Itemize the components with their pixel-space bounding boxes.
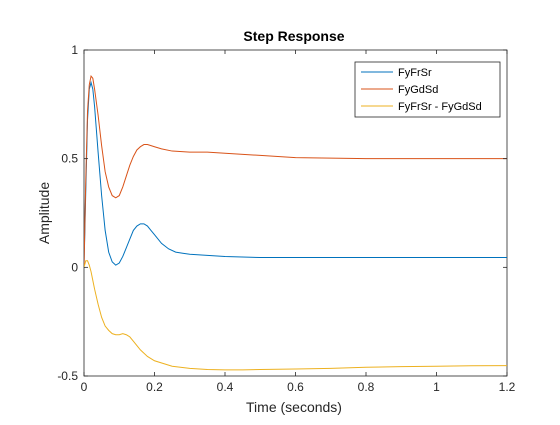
x-tick-label: 0.8 (358, 380, 375, 394)
legend-label-1: FyGdSd (398, 84, 438, 96)
x-tick-label: 0.4 (217, 380, 234, 394)
series-line-1 (84, 74, 507, 268)
legend: FyFrSr FyGdSd FyFrSr - FyGdSd (354, 61, 501, 118)
x-tick-label: 1 (433, 380, 440, 394)
legend-label-0: FyFrSr (398, 67, 432, 79)
series-line-0 (84, 80, 507, 268)
x-tick-label: 0.2 (146, 380, 163, 394)
y-axis-label: Amplitude (36, 182, 52, 244)
legend-label-2: FyFrSr - FyGdSd (398, 101, 482, 113)
y-tick-label: -0.5 (57, 369, 78, 383)
y-tick-label: 0 (71, 260, 78, 274)
chart-title: Step Response (243, 28, 344, 44)
x-tick-label: 0 (81, 380, 88, 394)
y-tick-label: 1 (71, 43, 78, 57)
series-line-2 (84, 260, 507, 371)
x-axis-label: Time (seconds) (246, 399, 342, 415)
x-tick-label: 1.2 (499, 380, 516, 394)
y-tick-label: 0.5 (61, 152, 78, 166)
x-tick-label: 0.6 (287, 380, 304, 394)
